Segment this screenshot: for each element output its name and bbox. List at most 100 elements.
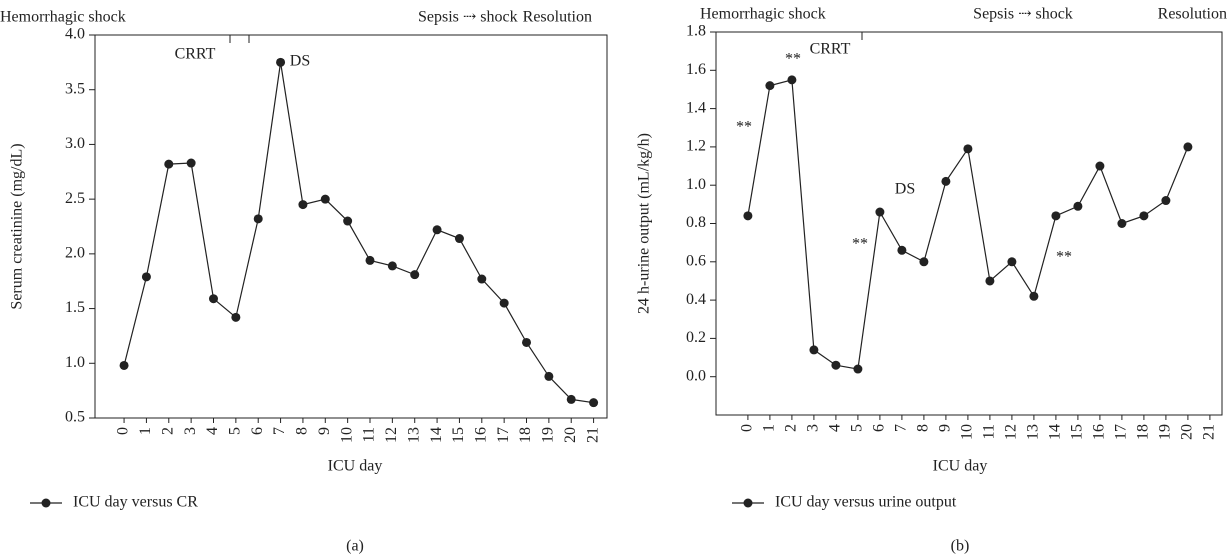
annotation: Resolution (523, 9, 592, 26)
data-point (454, 234, 464, 244)
data-point (787, 75, 797, 85)
annotation: CRRT (175, 46, 216, 63)
x-tick-label: 6 (871, 424, 888, 432)
data-point (1161, 196, 1171, 206)
data-point (1139, 211, 1149, 221)
annotation: ** (1056, 249, 1072, 266)
annotation: ** (852, 236, 868, 253)
data-point (432, 225, 442, 235)
data-point (1095, 161, 1105, 171)
data-point (343, 216, 353, 226)
data-point (276, 57, 286, 67)
x-tick-label: 16 (472, 427, 489, 443)
x-tick-label: 9 (316, 427, 333, 435)
y-tick-label: 0.4 (686, 291, 706, 308)
annotation: DS (895, 181, 915, 198)
data-point (985, 276, 995, 286)
series-line (123, 62, 594, 404)
x-tick-label: 8 (294, 427, 311, 435)
x-tick-label: 20 (562, 427, 579, 443)
annotation: Sepsis ⇢ shock (973, 6, 1073, 23)
x-tick-label: 12 (1003, 424, 1020, 440)
y-tick-label: 0.5 (65, 409, 85, 426)
data-point (141, 272, 151, 282)
y-tick-label: 1.2 (686, 138, 706, 155)
annotation: Hemorrhagic shock (0, 9, 126, 26)
y-tick-label: 1.6 (686, 61, 706, 78)
data-point (1029, 291, 1039, 301)
x-tick-label: 15 (450, 427, 467, 443)
data-point (231, 312, 241, 322)
x-tick-label: 21 (1201, 424, 1218, 440)
annotation: Resolution (1158, 6, 1227, 23)
legend-marker (743, 498, 753, 508)
x-tick-label: 3 (805, 424, 822, 432)
plot-frame (94, 34, 608, 419)
annotation: ** (785, 51, 801, 68)
x-tick-label: 14 (428, 427, 445, 443)
x-tick-label: 16 (1091, 424, 1108, 440)
y-tick-label: 1.8 (686, 23, 706, 40)
legend-marker (41, 498, 51, 508)
data-point (119, 360, 129, 370)
x-tick-label: 1 (137, 427, 154, 435)
x-tick-label: 11 (981, 424, 998, 439)
data-point (253, 214, 263, 224)
x-tick-label: 10 (338, 427, 355, 443)
y-tick-label: 1.5 (65, 299, 85, 316)
data-point (298, 200, 308, 210)
x-tick-label: 7 (893, 424, 910, 432)
y-tick-label: 3.0 (65, 135, 85, 152)
data-point (410, 270, 420, 280)
data-point (164, 159, 174, 169)
data-point (566, 394, 576, 404)
x-tick-label: 19 (540, 427, 557, 443)
data-point (897, 245, 907, 255)
x-axis-label: ICU day (328, 458, 383, 475)
annotation: DS (290, 53, 310, 70)
x-tick-label: 17 (495, 427, 512, 443)
y-tick-label: 0.2 (686, 329, 706, 346)
data-point (522, 337, 532, 347)
data-point (1073, 201, 1083, 211)
y-tick-label: 2.5 (65, 190, 85, 207)
data-point (831, 360, 841, 370)
plot-frame (715, 31, 1223, 416)
data-point (919, 257, 929, 267)
data-point (809, 345, 819, 355)
x-tick-label: 12 (383, 427, 400, 443)
annotation: Hemorrhagic shock (700, 6, 826, 23)
x-tick-label: 9 (937, 424, 954, 432)
data-point (320, 194, 330, 204)
x-tick-label: 21 (584, 427, 601, 443)
panel-label: (b) (951, 538, 970, 555)
data-point (963, 144, 973, 154)
x-tick-label: 18 (517, 427, 534, 443)
data-point (589, 398, 599, 408)
x-tick-label: 0 (739, 424, 756, 432)
x-tick-label: 5 (227, 427, 244, 435)
x-tick-label: 8 (915, 424, 932, 432)
x-tick-label: 4 (827, 424, 844, 432)
y-tick-label: 0.6 (686, 252, 706, 269)
x-tick-label: 1 (761, 424, 778, 432)
data-point (477, 274, 487, 284)
x-tick-label: 17 (1113, 424, 1130, 440)
data-point (853, 364, 863, 374)
annotation: CRRT (810, 41, 851, 58)
x-tick-label: 6 (249, 427, 266, 435)
x-tick-label: 20 (1179, 424, 1196, 440)
x-tick-label: 13 (405, 427, 422, 443)
data-point (387, 261, 397, 271)
y-tick-label: 0.0 (686, 367, 706, 384)
x-tick-label: 11 (361, 427, 378, 442)
annotation: Sepsis ⇢ shock (418, 9, 518, 26)
y-tick-label: 4.0 (65, 26, 85, 43)
x-tick-label: 13 (1025, 424, 1042, 440)
annotation: ** (736, 119, 752, 136)
data-point (365, 255, 375, 265)
legend-label: ICU day versus CR (73, 494, 198, 511)
y-axis-label: 24 h-urine output (mL/kg/h) (636, 133, 653, 314)
